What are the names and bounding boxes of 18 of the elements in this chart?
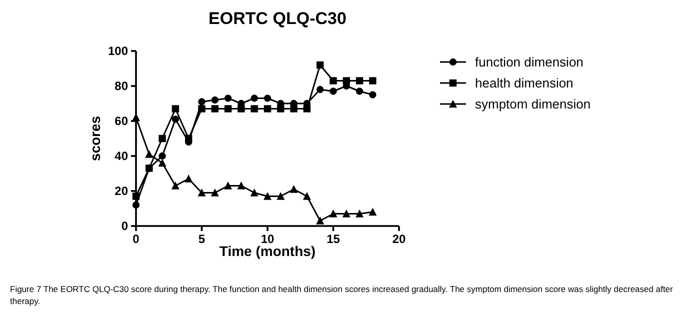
chart-title: EORTC QLQ-C30 xyxy=(208,9,346,28)
y-tick-label: 40 xyxy=(114,149,128,163)
caption: Figure 7 The EORTC QLQ-C30 score during therapy. The function and health dimension scores increased gradually. The symptom dimension score was slightly decreased after therapy. xyxy=(10,283,674,307)
x-axis-title: Time (months) xyxy=(219,243,316,259)
x-tick-label: 0 xyxy=(132,232,140,246)
x-tick-label: 10 xyxy=(260,232,274,246)
legend-label: health dimension xyxy=(475,76,574,90)
y-axis-title: scores xyxy=(87,116,103,162)
y-tick-label: 100 xyxy=(108,44,128,58)
x-tick-label: 20 xyxy=(392,232,406,246)
legend-label: symptom dimension xyxy=(475,96,591,112)
y-tick-label: 80 xyxy=(114,79,128,93)
y-tick-label: 20 xyxy=(114,184,128,198)
y-tick-label: 0 xyxy=(121,219,128,233)
legend-label: function dimension xyxy=(475,54,584,70)
x-tick-label: 15 xyxy=(326,232,340,246)
y-tick-label: 60 xyxy=(114,114,128,128)
x-tick-label: 5 xyxy=(198,232,206,246)
